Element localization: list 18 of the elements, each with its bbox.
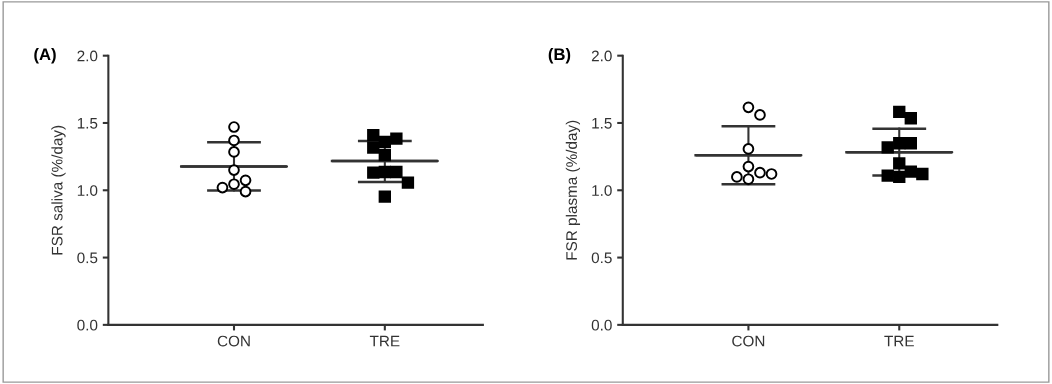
y-tick-label: 2.0 bbox=[591, 50, 612, 62]
chart-title: (B) bbox=[548, 47, 571, 64]
y-tick-label: 1.0 bbox=[592, 185, 612, 196]
y-tick-label: 2.0 bbox=[77, 50, 98, 62]
y-tick-label: 0.0 bbox=[591, 319, 612, 331]
y-tick-label: 1.5 bbox=[592, 118, 612, 129]
x-tick-label: TRE bbox=[369, 335, 400, 347]
y-tick-label: 0.5 bbox=[77, 252, 98, 264]
y-tick-label: 1.0 bbox=[77, 185, 98, 196]
y-axis-title: FSR saliva (%/day) bbox=[51, 125, 66, 255]
y-tick-label: 1.5 bbox=[77, 118, 98, 129]
x-tick-label: TRE bbox=[884, 335, 914, 347]
y-tick-label: 0.0 bbox=[77, 319, 98, 331]
y-axis-title: FSR plasma (%/day) bbox=[565, 120, 581, 260]
chart-title: (A) bbox=[34, 47, 56, 64]
y-tick-label: 0.5 bbox=[591, 252, 612, 264]
x-tick-label: CON bbox=[217, 335, 250, 347]
x-tick-label: CON bbox=[732, 335, 765, 347]
